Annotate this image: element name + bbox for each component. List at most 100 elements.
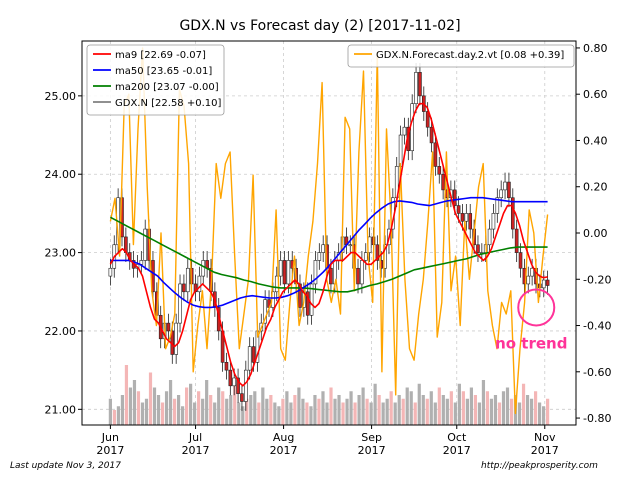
volume-bar: [321, 391, 325, 425]
x-tick-label: 2017: [531, 444, 559, 457]
volume-bar: [429, 391, 433, 425]
candle-body: [510, 197, 515, 230]
candle-body: [476, 244, 480, 253]
candle-body: [526, 275, 531, 285]
volume-bar: [437, 387, 441, 425]
volume-bar: [197, 391, 201, 425]
candle-body: [545, 279, 550, 286]
volume-bar: [546, 398, 550, 425]
volume-bar: [172, 398, 177, 425]
candle-body: [174, 322, 178, 355]
right-tick-label: 0.80: [583, 42, 608, 55]
left-tick-label: 24.00: [45, 168, 77, 181]
candle-body: [414, 72, 418, 104]
volume-bar: [176, 395, 181, 425]
candle-body: [464, 213, 469, 222]
volume-bar: [433, 402, 437, 425]
chart-title: GDX.N vs Forecast day (2) [2017-11-02]: [179, 18, 460, 34]
legend-box: [347, 44, 575, 68]
volume-bar: [112, 410, 117, 425]
volume-bar: [377, 395, 381, 425]
volume-bar: [180, 406, 185, 425]
right-tick-label: 0.20: [583, 181, 608, 194]
volume-bar: [152, 387, 157, 425]
volume-bars: [108, 365, 550, 425]
candle-body: [251, 346, 256, 363]
volume-bar: [265, 398, 269, 425]
candle-body: [541, 279, 546, 289]
candle-body: [321, 244, 325, 253]
volume-bar: [245, 398, 249, 425]
x-tick-label: 2017: [358, 444, 386, 457]
volume-bar: [501, 391, 506, 425]
volume-bar: [509, 398, 514, 425]
annotation-circle: [517, 288, 556, 327]
volume-bar: [297, 387, 301, 425]
candle-body: [286, 260, 291, 285]
candle-body: [108, 267, 113, 277]
volume-bar: [333, 398, 337, 425]
volume-bar: [160, 402, 165, 425]
volume-bar: [148, 372, 153, 425]
candle-body: [363, 252, 368, 261]
right-tick-label: 0.60: [583, 88, 608, 101]
volume-bar: [144, 398, 149, 425]
volume-bar: [293, 395, 297, 425]
volume-bar: [397, 395, 401, 425]
candle-body: [263, 299, 267, 324]
volume-bar: [281, 398, 285, 425]
volume-bar: [132, 380, 137, 425]
candle-body: [247, 346, 252, 371]
volume-bar: [393, 402, 397, 425]
candle-body: [418, 72, 422, 97]
x-tick-label: Sep: [361, 431, 382, 444]
ma200-line: [110, 216, 548, 293]
x-tick-label: Jun: [101, 431, 119, 444]
legend-label: ma200 [23.07 -0.00]: [115, 82, 219, 93]
volume-bar: [485, 391, 490, 425]
volume-bar: [249, 395, 253, 425]
right-tick-label: -0.80: [583, 412, 611, 425]
volume-bar: [449, 391, 453, 425]
candle-body: [240, 393, 244, 402]
x-tick-label: Nov: [534, 431, 556, 444]
volume-bar: [221, 391, 225, 425]
footer-last-update: Last update Nov 3, 2017: [10, 461, 121, 471]
candle-body: [433, 142, 438, 167]
candle-body: [437, 166, 442, 175]
volume-bar: [445, 398, 449, 425]
volume-bar: [273, 402, 277, 425]
candle-body: [236, 377, 240, 394]
volume-bar: [164, 391, 169, 425]
candle-body: [228, 369, 233, 387]
volume-bar: [116, 406, 121, 425]
volume-bar: [361, 387, 365, 425]
x-tick-label: Oct: [447, 431, 467, 444]
volume-bar: [313, 395, 317, 425]
x-tick-label: 2017: [443, 444, 471, 457]
x-tick-label: Aug: [273, 431, 294, 444]
candle-body: [360, 260, 364, 285]
volume-bar: [389, 391, 393, 425]
candle-body: [429, 126, 434, 144]
candle-body: [487, 228, 492, 246]
volume-bar: [349, 391, 353, 425]
candle-body: [143, 228, 148, 261]
volume-bar: [217, 387, 221, 425]
candle-body: [278, 260, 283, 277]
candle-body: [232, 377, 237, 387]
left-tick-label: 25.00: [45, 90, 77, 103]
volume-bar: [261, 387, 265, 425]
volume-bar: [120, 395, 125, 425]
candle-body: [166, 322, 171, 332]
volume-bar: [521, 383, 526, 425]
candle-body: [305, 291, 310, 316]
volume-bar: [357, 395, 361, 425]
candle-body: [398, 134, 403, 167]
candle-body: [452, 189, 457, 206]
volume-bar: [477, 402, 482, 425]
volume-bar: [225, 398, 229, 425]
candle-body: [178, 283, 182, 324]
candle-body: [530, 267, 534, 277]
